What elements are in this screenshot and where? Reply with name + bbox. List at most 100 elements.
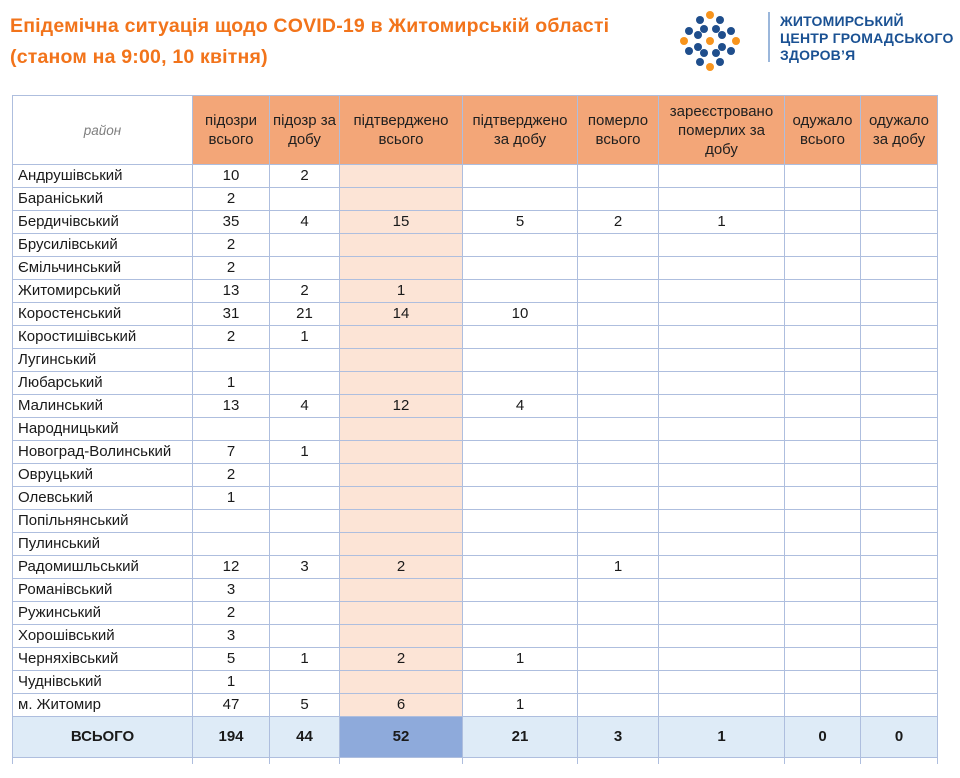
value-cell: 5 xyxy=(462,210,578,234)
value-cell xyxy=(784,302,861,326)
value-cell xyxy=(577,164,659,188)
district-name: Романівський xyxy=(12,578,193,602)
district-name: м. Житомир xyxy=(12,693,193,717)
value-cell xyxy=(577,256,659,280)
value-cell xyxy=(339,256,463,280)
value-cell xyxy=(784,417,861,441)
district-name: Коростенський xyxy=(12,302,193,326)
value-cell xyxy=(462,555,578,579)
value-cell: 4 xyxy=(462,394,578,418)
value-cell: 7 xyxy=(192,440,270,464)
value-cell xyxy=(860,348,938,372)
value-cell xyxy=(784,463,861,487)
value-cell xyxy=(658,509,785,533)
table-row: Малинський 13 4 12 4 xyxy=(12,394,938,418)
logo-dots-icon xyxy=(680,11,740,71)
value-cell: 4 xyxy=(269,210,340,234)
org-name: ЖИТОМИРСЬКИЙ ЦЕНТР ГРОМАДСЬКОГО ЗДОРОВ’Я xyxy=(780,13,954,64)
value-cell xyxy=(784,647,861,671)
table-row: Попільнянський xyxy=(12,509,938,533)
value-cell: 3 xyxy=(269,555,340,579)
table-row: Пулинський xyxy=(12,532,938,556)
value-cell xyxy=(577,509,659,533)
value-cell xyxy=(658,256,785,280)
table-row: Олевський 1 xyxy=(12,486,938,510)
org-name-line2: ЦЕНТР ГРОМАДСЬКОГО xyxy=(780,30,954,46)
value-cell xyxy=(860,624,938,648)
value-cell: 14 xyxy=(339,302,463,326)
total-recovered-day: 0 xyxy=(860,716,938,758)
value-cell xyxy=(860,417,938,441)
total-confirmed-total: 52 xyxy=(339,716,463,758)
value-cell xyxy=(860,233,938,257)
org-logo: ЖИТОМИРСЬКИЙ ЦЕНТР ГРОМАДСЬКОГО ЗДОРОВ’Я xyxy=(676,5,954,77)
header-suspected-total: підозри всього xyxy=(192,95,270,165)
district-name: Попільнянський xyxy=(12,509,193,533)
value-cell xyxy=(860,670,938,694)
value-cell xyxy=(462,463,578,487)
value-cell xyxy=(860,463,938,487)
header-row: район підозри всього підозр за добу підт… xyxy=(12,95,938,165)
value-cell xyxy=(577,325,659,349)
total-confirmed-day: 21 xyxy=(462,716,578,758)
value-cell xyxy=(462,256,578,280)
value-cell xyxy=(577,371,659,395)
district-name: Овруцький xyxy=(12,463,193,487)
value-cell xyxy=(192,348,270,372)
value-cell xyxy=(269,509,340,533)
value-cell xyxy=(784,601,861,625)
table-row: Брусилівський 2 xyxy=(12,233,938,257)
value-cell: 15 xyxy=(339,210,463,234)
value-cell xyxy=(784,486,861,510)
table-row: Житомирський 13 2 1 xyxy=(12,279,938,303)
district-name: Андрушівський xyxy=(12,164,193,188)
value-cell xyxy=(339,325,463,349)
value-cell xyxy=(577,601,659,625)
header-district: район xyxy=(12,95,193,165)
value-cell: 31 xyxy=(192,302,270,326)
value-cell: 1 xyxy=(269,647,340,671)
value-cell xyxy=(462,371,578,395)
table-row: Черняхівський 5 1 2 1 xyxy=(12,647,938,671)
value-cell: 12 xyxy=(192,555,270,579)
value-cell xyxy=(860,440,938,464)
value-cell xyxy=(784,210,861,234)
value-cell xyxy=(462,325,578,349)
value-cell xyxy=(269,578,340,602)
value-cell xyxy=(658,187,785,211)
value-cell: 13 xyxy=(192,279,270,303)
value-cell: 4 xyxy=(269,394,340,418)
value-cell: 1 xyxy=(269,325,340,349)
district-name: Чуднівський xyxy=(12,670,193,694)
value-cell xyxy=(860,325,938,349)
table-row: м. Житомир 47 5 6 1 xyxy=(12,693,938,717)
total-label: ВСЬОГО xyxy=(12,716,193,758)
value-cell xyxy=(784,279,861,303)
value-cell xyxy=(577,578,659,602)
value-cell xyxy=(462,532,578,556)
value-cell xyxy=(658,555,785,579)
district-name: Ружинський xyxy=(12,601,193,625)
table-row: Коростишівський 2 1 xyxy=(12,325,938,349)
value-cell xyxy=(658,670,785,694)
value-cell xyxy=(339,187,463,211)
value-cell xyxy=(577,302,659,326)
value-cell xyxy=(658,578,785,602)
value-cell xyxy=(269,601,340,625)
value-cell: 6 xyxy=(339,693,463,717)
value-cell xyxy=(860,693,938,717)
value-cell xyxy=(462,670,578,694)
value-cell: 2 xyxy=(192,601,270,625)
header-recovered-total: одужало всього xyxy=(784,95,861,165)
value-cell: 21 xyxy=(269,302,340,326)
value-cell: 2 xyxy=(339,555,463,579)
table-row: Новоград-Волинський 7 1 xyxy=(12,440,938,464)
value-cell xyxy=(269,670,340,694)
value-cell xyxy=(339,463,463,487)
value-cell: 13 xyxy=(192,394,270,418)
value-cell xyxy=(462,578,578,602)
district-name: Новоград-Волинський xyxy=(12,440,193,464)
value-cell xyxy=(269,256,340,280)
value-cell xyxy=(784,578,861,602)
table-row: Ружинський 2 xyxy=(12,601,938,625)
